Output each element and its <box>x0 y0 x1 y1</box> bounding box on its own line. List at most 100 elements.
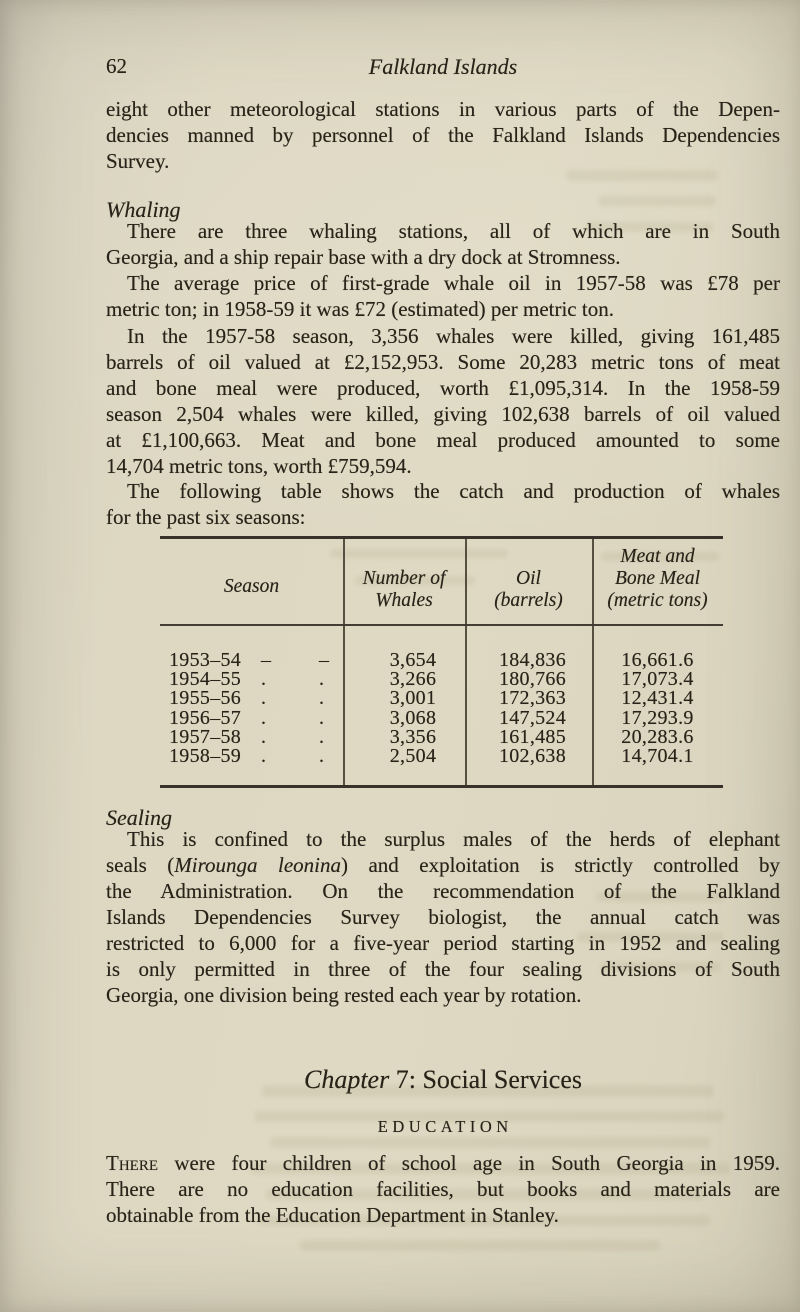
bleed-through-artifact <box>585 222 713 232</box>
bleed-through-artifact <box>330 549 508 558</box>
bleed-through-artifact <box>600 962 720 972</box>
table-header-meal: Meat and Bone Meal (metric tons) <box>592 539 723 624</box>
paragraph-education: There were four children of school age i… <box>106 1150 780 1228</box>
table-column-divider <box>343 539 345 785</box>
text-line: The following table shows the catch and … <box>127 479 780 503</box>
text-line: Number of <box>362 568 446 589</box>
table-body: 1953–54– –3,654 184,836 16,661.6 1954–55.. 3,… <box>160 649 723 767</box>
table-row: 1956–57.. 3,068 147,524 17,293.9 <box>160 706 723 729</box>
chapter-subheading-education: EDUCATION <box>377 1117 513 1136</box>
table-row: 1955–56.. 3,001 172,363 12,431.4 <box>160 687 723 710</box>
text-line: (metric tons) <box>607 590 708 611</box>
cell-oil-barrels: 180,766 <box>498 668 567 691</box>
text-line: for the past six seasons: <box>106 505 306 529</box>
cell-oil-barrels: 172,363 <box>498 687 567 710</box>
cell-oil-barrels: 147,524 <box>498 706 567 729</box>
cell-season: 1954–55.. <box>169 668 325 691</box>
text-line: seals (Mirounga leonina) and exploitatio… <box>106 852 780 878</box>
text-line: Bone Meal <box>614 568 700 589</box>
paragraph-whaling-4: The following table shows the catch and … <box>106 478 780 530</box>
table-row: 1957–58.. 3,356 161,485 20,283.6 <box>160 725 723 748</box>
leader-mark: . <box>319 725 325 748</box>
text-line: the Administration. On the recommendatio… <box>106 879 780 903</box>
cell-meat-bone-meal: 17,073.4 <box>621 668 694 691</box>
text-line: Oil <box>516 568 541 589</box>
cell-number-of-whales: 3,266 <box>389 668 437 691</box>
leader-mark: . <box>319 744 325 767</box>
text-line: eight other meteorological stations in v… <box>106 97 780 121</box>
text-line: 14,704 metric tons, worth £759,594. <box>106 454 412 478</box>
running-header: 62 Falkland Islands <box>106 54 780 82</box>
text-segment: Mirounga leonina <box>174 853 341 877</box>
text-segment: seals ( <box>106 853 175 877</box>
section-heading-whaling: Whaling <box>106 197 181 222</box>
chapter-title: Chapter 7: Social Services <box>106 1064 780 1096</box>
text-segment: Chapter <box>303 1065 396 1094</box>
bleed-through-artifact <box>258 1215 710 1226</box>
table-row: 1954–55.. 3,266 180,766 17,073.4 <box>160 668 723 691</box>
text-line: metric ton; in 1958-59 it was £72 (estim… <box>106 297 614 321</box>
text-line: In the 1957-58 season, 3,356 whales were… <box>127 324 780 348</box>
text-line: (barrels) <box>494 590 563 611</box>
cell-season: 1956–57.. <box>169 706 325 729</box>
text-line: obtainable from the Education Department… <box>106 1203 559 1227</box>
text-line: Islands Dependencies Survey biologist, t… <box>106 905 780 929</box>
cell-meat-bone-meal: 20,283.6 <box>621 725 694 748</box>
text-line: There were four children of school age i… <box>106 1150 780 1176</box>
cell-number-of-whales: 3,068 <box>389 706 437 729</box>
paragraph-sealing: This is confined to the surplus males of… <box>106 826 780 1008</box>
cell-number-of-whales: 3,001 <box>389 687 437 710</box>
text-line: There are three whaling stations, all of… <box>127 219 780 243</box>
leader-mark: – <box>319 649 330 671</box>
bleed-through-artifact <box>596 892 724 902</box>
paragraph-whaling-3: In the 1957-58 season, 3,356 whales were… <box>106 323 780 479</box>
bleed-through-artifact <box>566 170 718 181</box>
text-line: Meat and <box>620 546 695 567</box>
text-line: Season <box>223 576 280 597</box>
bleed-through-artifact <box>601 552 719 561</box>
text-line: This is confined to the surplus males of… <box>127 827 780 851</box>
bleed-through-artifact <box>270 1137 710 1148</box>
text-line: and bone meal were produced, worth £1,09… <box>106 376 780 400</box>
cell-number-of-whales: 3,356 <box>389 725 437 748</box>
cell-oil-barrels: 102,638 <box>498 744 567 767</box>
paragraph-whaling-1: There are three whaling stations, all of… <box>106 218 780 270</box>
cell-meat-bone-meal: 14,704.1 <box>621 744 694 767</box>
table-header-row: Season Number of Whales Oil (barrels) Meat… <box>160 539 723 624</box>
bleed-through-artifact <box>598 196 716 206</box>
text-line: There are no education facilities, but b… <box>106 1177 780 1201</box>
text-line: is only permitted in three of the four s… <box>106 957 780 981</box>
text-segment: 7: Social Services <box>395 1065 583 1094</box>
text-line: Georgia, and a ship repair base with a d… <box>106 245 621 269</box>
leader-mark: . <box>319 706 325 729</box>
text-line: Survey. <box>106 149 170 173</box>
table-column-divider <box>465 539 467 785</box>
text-line: season 2,504 whales were killed, giving … <box>106 402 780 426</box>
text-line: The average price of first-grade whale o… <box>127 271 780 295</box>
table-row: 1953–54– –3,654 184,836 16,661.6 <box>160 649 723 671</box>
bleed-through-artifact <box>262 1085 714 1097</box>
bleed-through-artifact <box>300 1240 660 1251</box>
text-segment: ) and exploitation is strictly controlle… <box>341 853 780 877</box>
leader-mark: . <box>261 668 267 691</box>
cell-number-of-whales: 2,504 <box>389 744 437 767</box>
bleed-through-artifact <box>577 932 723 942</box>
table-row: 1958–59.. 2,504 102,638 14,704.1 <box>160 744 723 767</box>
table-rule-header <box>160 624 723 626</box>
leader-mark: – <box>261 649 272 671</box>
text-line: Whales <box>375 590 433 611</box>
table-header-season: Season <box>160 539 343 624</box>
table-column-divider <box>592 539 594 785</box>
bleed-through-artifact <box>355 576 475 585</box>
cell-oil-barrels: 161,485 <box>498 725 567 748</box>
leader-mark: . <box>319 668 325 691</box>
paragraph-whaling-2: The average price of first-grade whale o… <box>106 270 780 322</box>
table-header-oil: Oil (barrels) <box>465 539 592 624</box>
section-heading-sealing: Sealing <box>106 805 172 830</box>
cell-meat-bone-meal: 16,661.6 <box>621 649 694 671</box>
cell-meat-bone-meal: 12,431.4 <box>621 687 694 710</box>
cell-season: 1953–54– – <box>169 649 330 671</box>
text-line: dencies manned by personnel of the Falkl… <box>106 123 780 147</box>
cell-season: 1957–58.. <box>169 725 325 748</box>
